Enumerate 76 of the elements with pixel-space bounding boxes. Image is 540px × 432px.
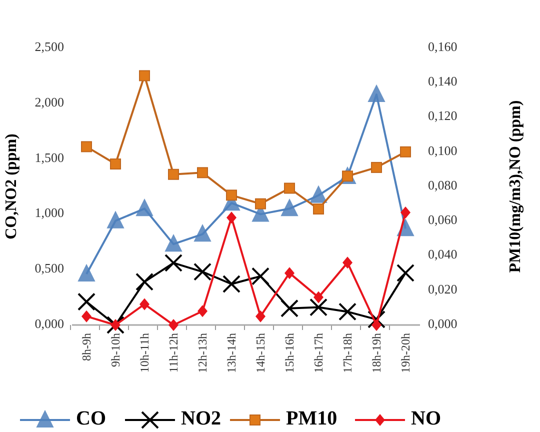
point — [252, 267, 270, 286]
point — [372, 319, 382, 331]
y2-tick-label: 0,100 — [428, 142, 458, 158]
legend-label: NO — [411, 408, 441, 430]
y2-tick-label: 0,060 — [428, 212, 458, 228]
point — [110, 158, 121, 170]
point — [164, 254, 182, 272]
point — [168, 168, 179, 180]
point — [226, 212, 236, 224]
x-tick-label: 19h-20h — [398, 333, 412, 373]
point — [371, 162, 382, 173]
point — [310, 186, 327, 203]
point — [400, 146, 411, 158]
y2-tick-label: 0,160 — [428, 38, 458, 54]
x-tick-label: 17h-18h — [340, 333, 354, 373]
point — [256, 310, 266, 322]
point — [136, 272, 154, 291]
point — [310, 298, 328, 316]
point — [140, 298, 150, 310]
y-tick-label: 2,500 — [34, 38, 64, 54]
point — [313, 204, 324, 215]
point — [107, 211, 124, 228]
point — [136, 199, 153, 216]
point — [110, 319, 120, 331]
y-tick-label: 1,500 — [34, 150, 64, 165]
point — [222, 275, 240, 294]
point — [396, 264, 414, 282]
y2-axis-title: PM10(mg/m3),NO (ppm) — [507, 100, 524, 273]
point — [78, 292, 96, 311]
point — [197, 167, 208, 178]
legend-label: NO2 — [181, 408, 221, 430]
point — [82, 310, 92, 322]
point — [368, 85, 385, 102]
point — [338, 302, 356, 321]
point — [284, 182, 295, 194]
x-tick-label: 11h-12h — [166, 333, 180, 373]
y-axis-title: CO,NO2 (ppm) — [3, 134, 20, 240]
y2-tick-label: 0,120 — [428, 108, 458, 124]
x-tick-label: 18h-19h — [370, 333, 384, 373]
point — [194, 262, 212, 281]
point — [81, 141, 92, 152]
point — [139, 70, 150, 82]
y2-tick-label: 0,140 — [428, 74, 458, 89]
point — [106, 316, 124, 334]
x-tick-label: 16h-17h — [312, 333, 326, 373]
y-tick-label: 1,000 — [34, 205, 64, 220]
x-tick-label: 10h-11h — [138, 333, 152, 373]
point — [198, 305, 208, 318]
y-tick-label: 2,000 — [34, 94, 64, 110]
x-tick-label: 15h-16h — [282, 333, 296, 373]
point — [400, 206, 410, 218]
y-tick-label: 0,000 — [34, 316, 64, 331]
y2-tick-label: 0,020 — [428, 281, 458, 296]
point — [226, 190, 237, 201]
point — [280, 299, 298, 318]
point — [284, 267, 294, 280]
x-tick-label: 9h-10h — [108, 333, 122, 367]
point — [255, 198, 266, 210]
point — [78, 264, 95, 282]
y2-tick-label: 0,040 — [428, 246, 458, 262]
x-tick-label: 14h-15h — [254, 333, 268, 373]
x-tick-label: 13h-14h — [224, 333, 238, 373]
x-tick-label: 8h-9h — [80, 333, 94, 361]
point — [368, 310, 386, 328]
x-tick-label: 12h-13h — [196, 333, 210, 373]
point — [342, 256, 352, 269]
point — [194, 224, 211, 242]
y-tick-label: 0,500 — [34, 260, 64, 276]
y2-tick-label: 0,080 — [428, 177, 458, 192]
point — [281, 199, 298, 216]
legend-label: CO — [76, 408, 106, 430]
y2-tick-label: 0,000 — [428, 316, 458, 331]
legend-label: PM10 — [286, 408, 338, 430]
point — [314, 291, 324, 304]
point — [168, 319, 178, 331]
point — [165, 234, 182, 252]
